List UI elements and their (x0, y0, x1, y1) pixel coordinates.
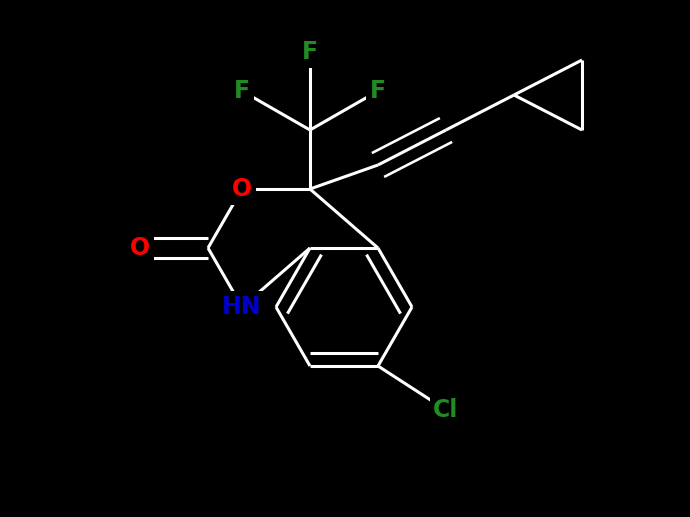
Text: F: F (370, 79, 386, 103)
Text: Cl: Cl (433, 398, 459, 422)
Text: F: F (234, 79, 250, 103)
Text: O: O (232, 177, 252, 201)
Text: O: O (130, 236, 150, 260)
Text: HN: HN (222, 295, 262, 319)
Text: F: F (302, 40, 318, 64)
